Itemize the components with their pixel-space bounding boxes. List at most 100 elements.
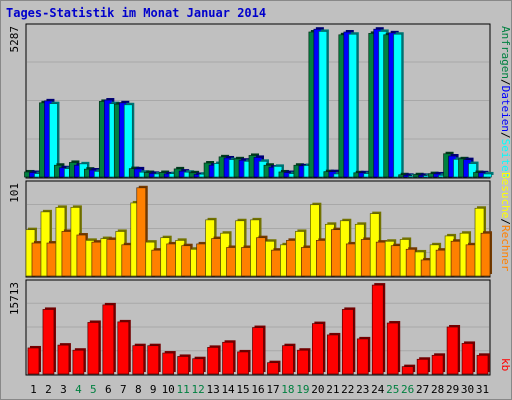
x-tick-label: 4 [75, 383, 82, 396]
legend-separator: / [499, 132, 512, 139]
x-tick-label: 31 [476, 383, 489, 396]
x-tick-label: 6 [105, 383, 112, 396]
panel-requests: 5287 [8, 23, 494, 179]
chart-title: Tages-Statistik im Monat Januar 2014 [6, 6, 266, 20]
legend-separator: / [499, 79, 512, 86]
bar-kb-day-4 [72, 349, 85, 375]
x-tick-label: 2 [45, 383, 52, 396]
x-tick-label: 17 [266, 383, 279, 396]
bar-rechner-day-20 [316, 240, 326, 277]
bar-rechner-day-28 [435, 249, 446, 277]
bar-kb-day-8 [132, 345, 145, 375]
x-tick-label: 15 [236, 383, 249, 396]
x-tick-label: 8 [135, 383, 142, 396]
bar-seiten-day-31 [483, 173, 492, 178]
bar-rechner-day-3 [61, 231, 72, 277]
bar-kb-day-25 [386, 322, 399, 375]
legend-entry-seiten: Seiten [499, 139, 512, 179]
x-tick-label: 19 [296, 383, 309, 396]
bar-rechner-day-2 [46, 242, 57, 277]
bar-kb-day-19 [297, 349, 309, 375]
x-axis-labels: 1 2 3 4 5 6 7 8 9 10 11 12 13 14 15 16 17 18 19 20 21 22 23 24 2… [30, 383, 489, 396]
x-tick-label: 25 [386, 383, 399, 396]
bar-kb-day-28 [431, 354, 444, 375]
panel-visits: 101 [8, 180, 493, 278]
x-tick-label: 21 [326, 383, 339, 396]
bar-kb-day-24 [371, 284, 384, 375]
bar-seiten-day-22 [348, 33, 358, 178]
bar-kb-day-17 [267, 362, 279, 375]
bar-kb-day-9 [147, 345, 160, 375]
bar-rechner-day-8 [136, 187, 147, 277]
bar-shadow [415, 172, 424, 175]
bar-rechner-day-5 [91, 241, 102, 277]
bar-kb-day-7 [117, 321, 130, 375]
bar-rechner-day-6 [106, 239, 117, 277]
chart-panels: 5287 101 15713 [8, 23, 494, 376]
bar-kb-day-31 [476, 354, 489, 375]
bar-rechner-day-25 [390, 245, 401, 277]
x-tick-label: 9 [150, 383, 157, 396]
bar-kb-day-5 [87, 322, 100, 375]
x-tick-label: 14 [221, 383, 235, 396]
bar-shadow [405, 173, 414, 175]
legend-text: Besuche/Rechner [499, 172, 512, 272]
x-tick-label: 5 [90, 383, 97, 396]
y-max-label: 101 [8, 183, 21, 203]
bar-seiten-day-7 [123, 104, 133, 178]
bar-rechner-day-27 [420, 259, 431, 277]
legend-entry-rechner: Rechner [499, 225, 512, 272]
bar-kb-day-22 [341, 309, 354, 375]
x-tick-label: 26 [401, 383, 414, 396]
x-tick-label: 18 [281, 383, 294, 396]
bar-rechner-day-10 [166, 243, 177, 277]
legend-entry-dateien: Dateien [499, 86, 512, 132]
bar-rechner-day-7 [121, 244, 132, 277]
bar-kb-day-21 [326, 334, 339, 375]
panel-kbytes: 15713 [8, 279, 491, 376]
legend-entry-kb: kb [499, 358, 512, 371]
bar-seiten-day-30 [468, 163, 477, 178]
bar-shadow [485, 171, 494, 175]
bar-kb-day-10 [162, 352, 175, 375]
x-tick-label: 24 [371, 383, 385, 396]
x-tick-label: 30 [461, 383, 474, 396]
bar-seiten-day-2 [49, 103, 58, 178]
x-tick-label: 1 [30, 383, 37, 396]
bar-rechner-day-12 [196, 243, 206, 277]
bar-seiten-day-25 [393, 33, 403, 178]
bar-kb-day-14 [222, 341, 234, 375]
x-tick-label: 16 [251, 383, 264, 396]
bar-shadow [400, 172, 409, 175]
y-max-label: 15713 [8, 282, 21, 315]
bar-rechner-day-9 [151, 249, 162, 277]
x-tick-label: 11 [177, 383, 190, 396]
bar-kb-day-3 [57, 344, 70, 375]
bar-kb-day-30 [461, 343, 474, 375]
bar-rechner-day-31 [480, 232, 491, 277]
x-tick-label: 12 [192, 383, 205, 396]
x-tick-label: 29 [446, 383, 459, 396]
bar-rechner-day-18 [286, 240, 296, 277]
legend-text: Anfragen/Dateien/Seiten [499, 26, 512, 178]
bar-kb-day-12 [192, 358, 204, 375]
bar-rechner-day-14 [226, 247, 236, 277]
bar-rechner-day-15 [241, 247, 251, 277]
bar-rechner-day-19 [301, 247, 311, 277]
bar-kb-day-1 [27, 347, 40, 375]
bar-shadow [420, 173, 429, 175]
bar-rechner-day-17 [271, 249, 281, 277]
bar-rechner-day-1 [31, 242, 42, 277]
legend-entry-anfragen: Anfragen [499, 26, 512, 79]
x-tick-label: 20 [311, 383, 324, 396]
bar-rechner-day-4 [76, 234, 87, 277]
bar-kb-day-20 [312, 323, 324, 375]
bar-rechner-day-16 [256, 237, 266, 277]
x-tick-label: 22 [341, 383, 354, 396]
legend-separator: / [499, 218, 512, 225]
bar-kb-day-16 [252, 327, 264, 375]
x-tick-label: 3 [60, 383, 67, 396]
bar-rechner-day-24 [375, 241, 386, 277]
bar-kb-day-2 [42, 309, 55, 375]
